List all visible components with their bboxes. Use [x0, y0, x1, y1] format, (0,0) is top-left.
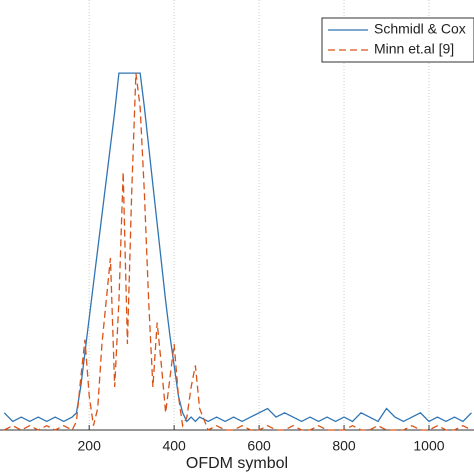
series-line — [3, 72, 472, 423]
legend-box — [321, 17, 474, 63]
legend: Schmidl & Cox Minn et.al [9] — [321, 17, 474, 63]
x-tick-label: 800 — [332, 438, 356, 454]
x-tick-label: 200 — [78, 438, 102, 454]
x-axis-label: OFDM symbol — [186, 455, 288, 472]
legend-label: Minn et.al [9] — [374, 41, 454, 57]
legend-label: Schmidl & Cox — [374, 21, 466, 37]
x-tick-label: 400 — [162, 438, 186, 454]
x-tick-label: 1000 — [413, 438, 444, 454]
series-line — [3, 73, 472, 431]
x-tick-label: 600 — [247, 438, 271, 454]
